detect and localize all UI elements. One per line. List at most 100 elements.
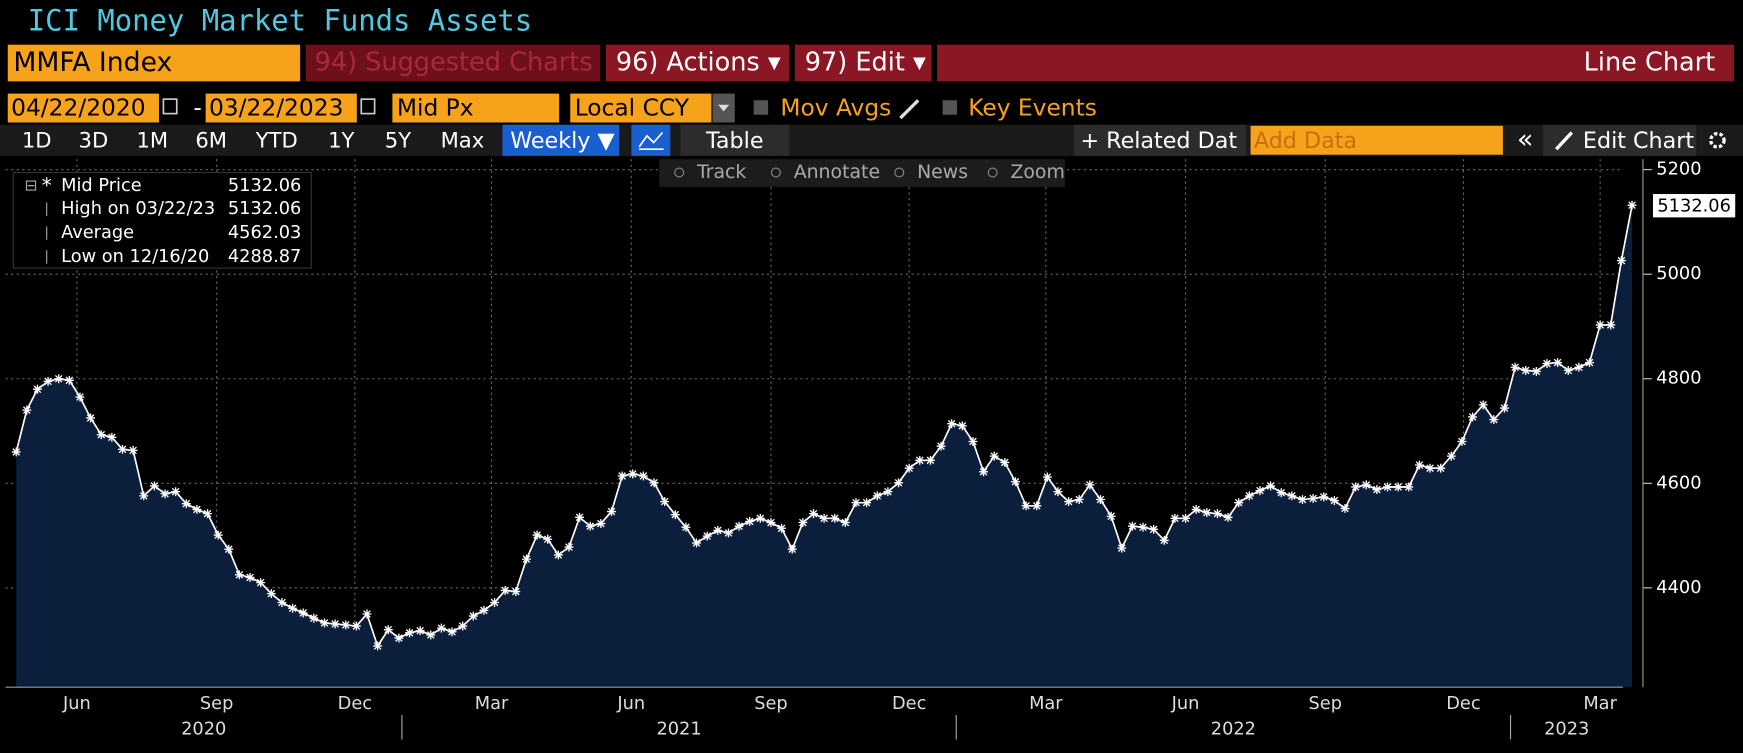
marker	[22, 405, 32, 415]
ticker-box[interactable]	[7, 44, 301, 82]
key-events[interactable]: Key Events	[968, 94, 1097, 122]
marker	[1266, 481, 1276, 491]
marker	[692, 538, 701, 548]
marker	[1457, 437, 1467, 446]
tool-button[interactable]: Zoom	[1010, 161, 1064, 183]
marker	[596, 519, 606, 529]
chart-tools: Track Annotate News Zoom	[674, 161, 1065, 183]
actions-button[interactable]	[605, 44, 790, 82]
x-tick-label: Dec	[1446, 693, 1480, 714]
marker	[96, 430, 106, 440]
marker	[1085, 480, 1095, 490]
field[interactable]: Mid Px	[397, 94, 474, 122]
marker	[1096, 495, 1105, 504]
period-button[interactable]: 1M	[136, 127, 168, 152]
currency-box[interactable]	[570, 93, 712, 123]
related-label[interactable]: + Related Dat	[1080, 128, 1237, 154]
tool-icon[interactable]	[770, 167, 781, 178]
marker	[862, 498, 872, 508]
frequency[interactable]: Weekly ▼	[510, 128, 615, 154]
chart-kind: Line Chart	[1584, 48, 1716, 78]
y-tick-label: 4800	[1656, 368, 1701, 389]
legend-collapse[interactable]: ⊟	[24, 176, 37, 194]
marker	[33, 384, 42, 394]
tool-button[interactable]: Annotate	[794, 161, 880, 183]
field-box[interactable]	[392, 93, 560, 123]
end-date[interactable]: 03/22/2023	[209, 94, 343, 122]
marker	[426, 630, 436, 640]
edit-label[interactable]: 97) Edit ▾	[805, 48, 926, 78]
year-label: 2021	[656, 718, 701, 739]
frequency-button[interactable]	[502, 124, 620, 156]
marker	[1170, 513, 1180, 523]
key-events-checkbox[interactable]	[942, 100, 958, 115]
ticker[interactable]: MMFA Index	[13, 47, 172, 78]
calendar-icon[interactable]	[360, 98, 376, 115]
marker	[1553, 358, 1563, 367]
marker	[479, 605, 489, 615]
year-label: 2022	[1211, 718, 1256, 739]
marker	[649, 478, 659, 488]
mov-avgs-checkbox[interactable]	[753, 100, 769, 115]
period-button[interactable]: 1D	[22, 127, 52, 152]
calendar-icon[interactable]	[162, 98, 178, 115]
marker	[702, 531, 712, 541]
marker	[468, 611, 478, 621]
tool-button[interactable]: Track	[696, 161, 746, 183]
table-button[interactable]	[680, 124, 790, 156]
add-data[interactable]: Add Data	[1254, 128, 1357, 154]
period-button[interactable]: YTD	[255, 127, 298, 152]
marker	[224, 544, 234, 554]
mov-avgs[interactable]: Mov Avgs	[780, 94, 891, 122]
currency[interactable]: Local CCY	[575, 94, 690, 122]
marker	[171, 487, 181, 497]
marker	[1383, 482, 1392, 492]
x-tick-label: Mar	[475, 693, 509, 714]
period-button[interactable]: 5Y	[385, 127, 411, 152]
table-label[interactable]: Table	[705, 128, 763, 154]
tool-icon[interactable]	[894, 167, 905, 178]
marker	[819, 513, 829, 523]
y-tick-label: 5000	[1656, 263, 1701, 284]
marker	[1404, 482, 1414, 492]
period-button[interactable]: 3D	[79, 127, 109, 152]
period-button[interactable]: 1Y	[328, 127, 354, 152]
period-button[interactable]: 6M	[195, 127, 227, 152]
tool-icon[interactable]	[674, 167, 685, 178]
settings-icon[interactable]	[1709, 131, 1726, 149]
marker	[490, 598, 500, 607]
collapse-button[interactable]: «	[1517, 124, 1533, 155]
marker	[840, 518, 850, 527]
end-date-box[interactable]	[205, 93, 357, 123]
area	[16, 205, 1633, 688]
marker	[1542, 359, 1552, 369]
actions-label[interactable]: 96) Actions ▾	[616, 48, 781, 78]
period-button[interactable]: Max	[441, 127, 485, 152]
pencil-icon[interactable]	[899, 99, 920, 120]
marker	[1361, 480, 1371, 490]
edit-chart[interactable]: Edit Chart	[1583, 128, 1694, 154]
tool-icon[interactable]	[987, 167, 998, 178]
edit-button[interactable]	[794, 44, 932, 82]
legend-box	[12, 171, 312, 269]
tool-button[interactable]: News	[917, 161, 968, 183]
marker	[1138, 522, 1148, 532]
start-date[interactable]: 04/22/2020	[11, 94, 145, 122]
marker	[1255, 486, 1265, 496]
marker	[1053, 487, 1063, 497]
marker	[660, 497, 670, 507]
add-data-box[interactable]	[1250, 125, 1503, 155]
marker	[936, 441, 946, 451]
y-tick-label: 5200	[1656, 159, 1701, 180]
marker	[532, 530, 542, 540]
marker	[1212, 509, 1222, 519]
suggested-label[interactable]: 94) Suggested Charts	[315, 48, 593, 78]
start-date-box[interactable]	[7, 93, 159, 123]
y-tick-label: 4400	[1656, 577, 1701, 598]
marker	[787, 544, 797, 554]
edit-chart-button[interactable]	[1542, 124, 1697, 156]
related-button[interactable]	[1073, 124, 1247, 156]
suggested-button[interactable]	[305, 44, 601, 82]
marker	[447, 627, 457, 637]
marker	[500, 586, 510, 595]
